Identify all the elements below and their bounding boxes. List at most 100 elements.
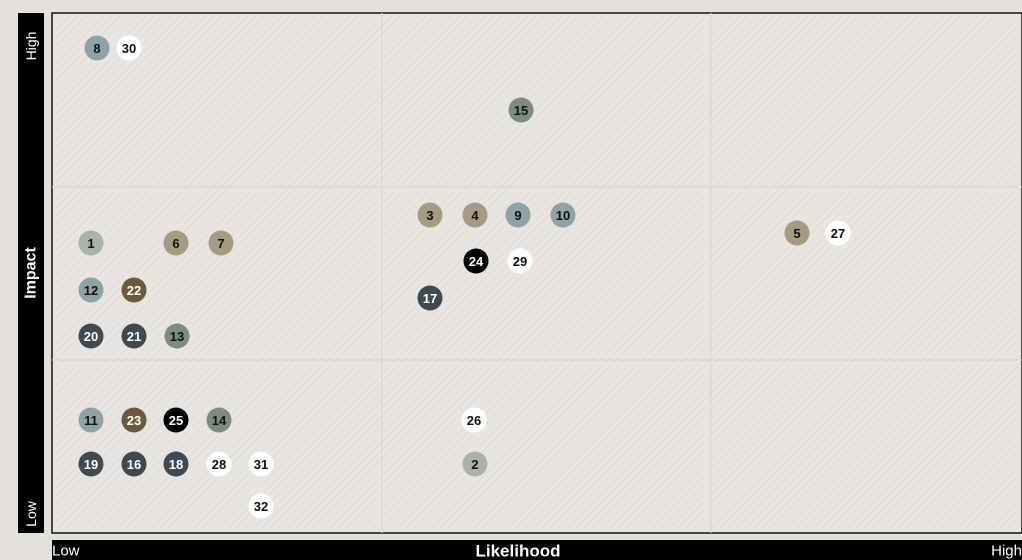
node-circle	[784, 220, 810, 246]
node-circle	[825, 220, 851, 246]
node-circle	[206, 451, 232, 477]
y-low-label: Low	[23, 500, 39, 527]
x-high-label: High	[991, 543, 1022, 560]
risk-node: 13	[164, 323, 190, 349]
node-label: 8	[93, 41, 100, 56]
x-axis-bar	[52, 540, 1022, 560]
node-label: 15	[514, 103, 528, 118]
node-circle	[550, 202, 576, 228]
node-label: 6	[172, 236, 179, 251]
risk-node: 2	[462, 451, 488, 477]
y-axis-bar	[18, 13, 44, 533]
node-circle	[116, 35, 142, 61]
node-label: 26	[467, 413, 481, 428]
risk-node: 23	[121, 407, 147, 433]
node-circle	[121, 323, 147, 349]
risk-node: 21	[121, 323, 147, 349]
x-low-label: Low	[52, 543, 80, 560]
node-label: 25	[169, 413, 183, 428]
node-circle	[505, 202, 531, 228]
node-circle	[462, 451, 488, 477]
node-label: 20	[84, 329, 98, 344]
node-label: 14	[212, 413, 227, 428]
node-circle	[163, 230, 189, 256]
node-label: 9	[514, 208, 521, 223]
node-label: 7	[217, 236, 224, 251]
node-label: 12	[84, 283, 98, 298]
risk-node: 31	[248, 451, 274, 477]
node-circle	[121, 407, 147, 433]
risk-node: 7	[208, 230, 234, 256]
risk-node: 12	[78, 277, 104, 303]
node-label: 32	[254, 499, 268, 514]
node-label: 30	[122, 41, 136, 56]
risk-node: 11	[78, 407, 104, 433]
risk-node: 15	[508, 97, 534, 123]
risk-node: 28	[206, 451, 232, 477]
risk-node: 19	[78, 451, 104, 477]
risk-node: 30	[116, 35, 142, 61]
node-circle	[417, 202, 443, 228]
node-circle	[248, 451, 274, 477]
risk-node: 25	[163, 407, 189, 433]
node-circle	[164, 323, 190, 349]
node-circle	[508, 97, 534, 123]
plot-area	[51, 12, 1022, 534]
node-circle	[208, 230, 234, 256]
node-circle	[507, 248, 533, 274]
risk-node: 29	[507, 248, 533, 274]
risk-node: 32	[248, 493, 274, 519]
node-label: 23	[127, 413, 141, 428]
node-circle	[78, 230, 104, 256]
risk-node: 24	[463, 248, 489, 274]
node-label: 21	[127, 329, 141, 344]
node-circle	[163, 451, 189, 477]
node-label: 19	[84, 457, 98, 472]
node-circle	[84, 35, 110, 61]
node-label: 13	[170, 329, 184, 344]
risk-node: 26	[461, 407, 487, 433]
grid	[52, 13, 1022, 533]
y-high-label: High	[23, 32, 39, 61]
risk-node: 20	[78, 323, 104, 349]
node-label: 18	[169, 457, 183, 472]
node-circle	[462, 202, 488, 228]
node-label: 5	[793, 226, 800, 241]
node-circle	[163, 407, 189, 433]
node-label: 22	[127, 283, 141, 298]
risk-node: 27	[825, 220, 851, 246]
node-circle	[121, 277, 147, 303]
node-circle	[78, 323, 104, 349]
risk-node: 14	[206, 407, 232, 433]
node-label: 24	[469, 254, 484, 269]
node-label: 2	[471, 457, 478, 472]
node-label: 28	[212, 457, 226, 472]
node-label: 16	[127, 457, 141, 472]
node-circle	[121, 451, 147, 477]
risk-node: 22	[121, 277, 147, 303]
y-axis-label: Impact	[23, 247, 40, 299]
node-circle	[248, 493, 274, 519]
node-label: 11	[84, 413, 98, 428]
node-circle	[206, 407, 232, 433]
node-circle	[461, 407, 487, 433]
node-label: 29	[513, 254, 527, 269]
risk-node: 9	[505, 202, 531, 228]
risk-node: 6	[163, 230, 189, 256]
node-circle	[78, 277, 104, 303]
node-label: 3	[426, 208, 433, 223]
risk-node: 3	[417, 202, 443, 228]
risk-node: 1	[78, 230, 104, 256]
risk-node: 18	[163, 451, 189, 477]
risk-node: 16	[121, 451, 147, 477]
node-circle	[78, 407, 104, 433]
node-circle	[417, 285, 443, 311]
risk-node: 10	[550, 202, 576, 228]
x-axis-label: Likelihood	[476, 542, 561, 560]
risk-node: 4	[462, 202, 488, 228]
risk-node: 5	[784, 220, 810, 246]
node-label: 10	[556, 208, 570, 223]
